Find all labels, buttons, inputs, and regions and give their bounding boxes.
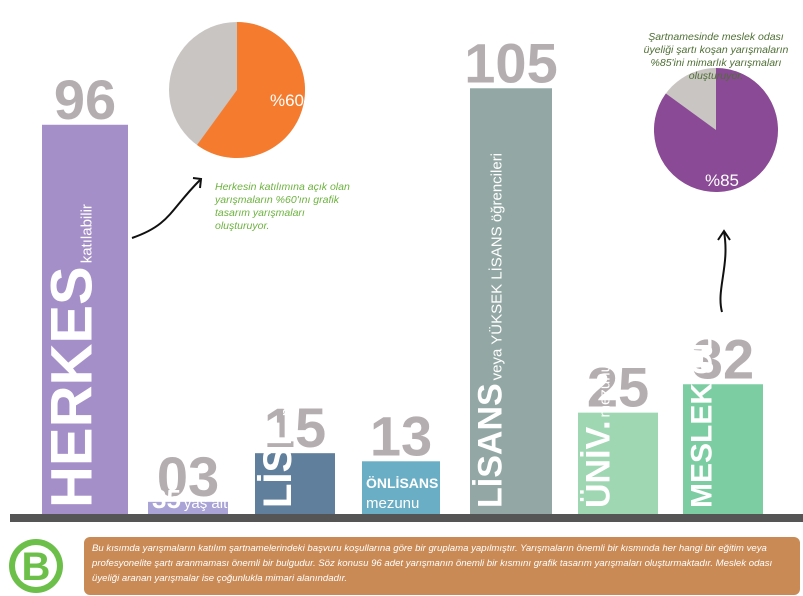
sub-label: mezunu bbox=[366, 495, 419, 512]
pie-caption: %85'ini mimarlık yarışmaları bbox=[651, 57, 782, 69]
bar bbox=[470, 88, 552, 514]
bar-label: LİSE mezunu bbox=[256, 363, 300, 508]
sub-label: mezunu bbox=[278, 363, 295, 416]
bar bbox=[42, 124, 128, 514]
pie-caption: üyeliği şartı koşan yarışmaların bbox=[644, 44, 789, 56]
pie-caption: oluşturuyor. bbox=[689, 70, 743, 82]
arrow bbox=[719, 231, 727, 313]
value-label: 105 bbox=[464, 31, 557, 94]
sub-label: üye olma şartı bbox=[699, 182, 716, 276]
value-label: 96 bbox=[54, 68, 116, 131]
sub-label: katılabilir bbox=[79, 204, 96, 263]
pie-slice bbox=[653, 68, 778, 192]
sub-label: mezunu bbox=[597, 364, 614, 417]
pie-caption: Şartnamesinde meslek odası bbox=[648, 31, 783, 43]
baseline bbox=[10, 514, 803, 522]
bar-label: HERKES katılabilir bbox=[40, 204, 105, 508]
bar bbox=[362, 461, 440, 514]
category-label: ÜNİV. bbox=[580, 420, 618, 508]
pie-caption: yarışmaların %60'ını grafik bbox=[214, 194, 340, 206]
category-label: HERKES bbox=[40, 266, 105, 508]
badge-inner bbox=[15, 545, 57, 587]
footer-panel bbox=[84, 537, 800, 595]
sub-label: yaş altı bbox=[184, 495, 232, 512]
bar-label: ÖNLİSANS mezunu bbox=[366, 475, 438, 512]
category-label: LİSE bbox=[256, 419, 300, 508]
bar-label: ÜNİV. mezunu bbox=[580, 364, 618, 508]
category-label: ÖNLİSANS bbox=[366, 475, 438, 491]
pie-label: %60 bbox=[270, 91, 304, 110]
badge-letter: B bbox=[22, 545, 51, 589]
category-label: MESLEK ODASI bbox=[686, 280, 719, 508]
bar bbox=[148, 501, 228, 514]
pie-label: %85 bbox=[705, 171, 739, 190]
bar-label: LİSANS veya YÜKSEK LİSANS öğrencileri bbox=[472, 153, 510, 508]
arrow-head bbox=[717, 229, 731, 241]
arrow bbox=[131, 179, 201, 239]
bar bbox=[578, 412, 658, 514]
pie-caption: oluşturuyor. bbox=[215, 220, 269, 232]
category-label: 35 bbox=[152, 484, 181, 514]
value-label: 13 bbox=[370, 404, 432, 467]
value-label: 15 bbox=[264, 396, 326, 459]
bar bbox=[683, 384, 763, 514]
value-label: 25 bbox=[587, 356, 649, 419]
pie-caption: Herkesin katılımına açık olan bbox=[215, 181, 350, 193]
value-label: 32 bbox=[692, 327, 754, 390]
bar bbox=[255, 453, 335, 514]
bar-label: MESLEK ODASI üye olma şartı bbox=[686, 182, 719, 508]
category-label: LİSANS bbox=[472, 383, 510, 508]
sub-label: veya YÜKSEK LİSANS öğrencileri bbox=[488, 153, 506, 380]
value-label: 03 bbox=[157, 445, 219, 508]
pie-caption: tasarım yarışmaları bbox=[215, 207, 305, 219]
pie-slice bbox=[197, 22, 305, 159]
footer-text: Bu kısımda yarışmaların katılım şartname… bbox=[92, 543, 773, 584]
arrow-head bbox=[192, 177, 203, 189]
bar-label: 35 yaş altı bbox=[152, 484, 231, 514]
